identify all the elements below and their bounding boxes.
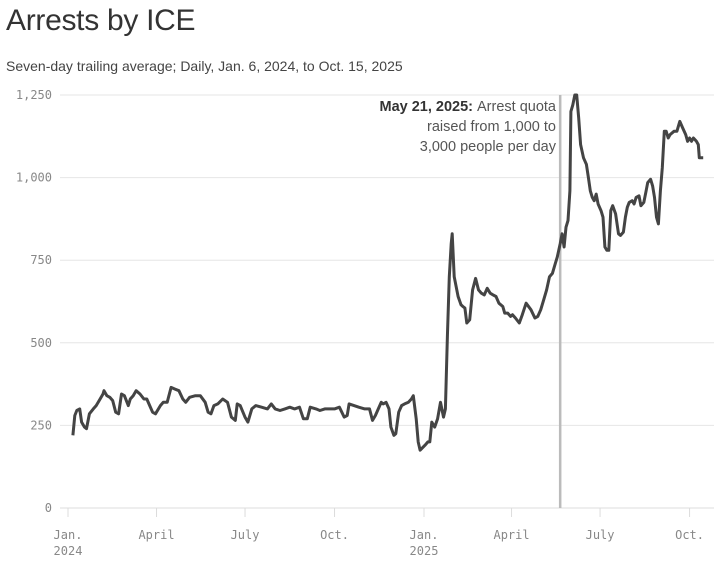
annotation-line-1: May 21, 2025: Arrest quota: [379, 99, 556, 115]
y-tick-label: 250: [30, 418, 52, 432]
annotation-line-3: 3,000 people per day: [420, 139, 557, 155]
annotation-date: May 21, 2025:: [379, 99, 473, 115]
x-axis: Jan. 2024 April July Oct. Jan. 2025 April July Oc…: [54, 508, 704, 558]
y-tick-label: 0: [45, 501, 52, 515]
y-tick-label: 1,250: [16, 88, 52, 102]
gridlines: [60, 94, 714, 509]
x-tick-label: Jan.: [54, 528, 83, 542]
y-tick-label: 1,000: [16, 171, 52, 185]
x-tick-label: April: [493, 528, 529, 542]
x-tick-year: 2025: [410, 544, 439, 558]
x-tick-label: July: [586, 528, 615, 542]
x-tick-label: Oct.: [320, 528, 349, 542]
annotation: May 21, 2025: Arrest quota raised from 1,…: [379, 99, 556, 155]
y-tick-label: 750: [30, 253, 52, 267]
chart-title: Arrests by ICE: [6, 4, 196, 37]
x-tick-year: 2024: [54, 544, 83, 558]
annotation-line-2: raised from 1,000 to: [427, 119, 556, 135]
x-tick-label: July: [231, 528, 260, 542]
chart-subtitle: Seven-day trailing average; Daily, Jan. …: [6, 58, 403, 74]
x-tick-label: Oct.: [675, 528, 704, 542]
x-tick-label: Jan.: [410, 528, 439, 542]
annotation-text-1: Arrest quota: [477, 99, 557, 115]
y-tick-label: 500: [30, 336, 52, 350]
y-axis: 0 250 500 750 1,000 1,250: [16, 88, 52, 515]
series-line: [71, 93, 704, 452]
x-tick-label: April: [138, 528, 174, 542]
